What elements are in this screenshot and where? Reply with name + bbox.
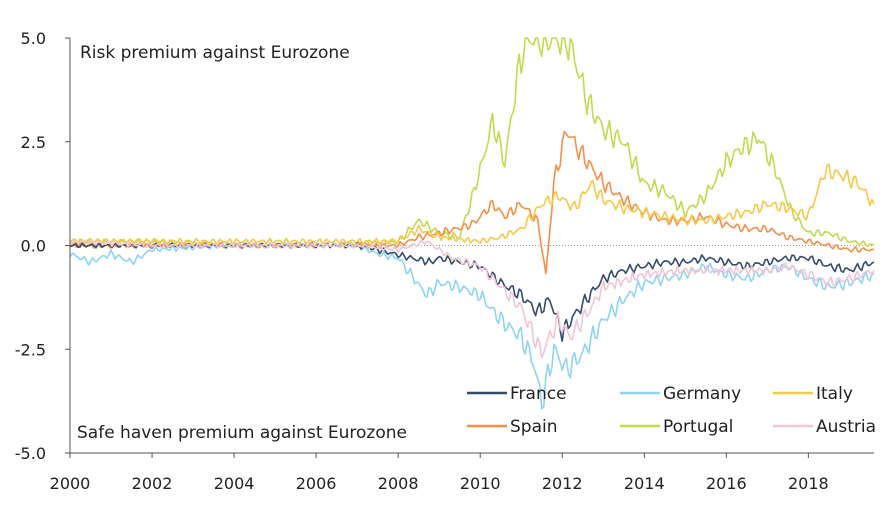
y-tick-label: -2.5 bbox=[15, 340, 46, 359]
x-tick-label: 2002 bbox=[132, 474, 173, 493]
x-tick-label: 2004 bbox=[214, 474, 255, 493]
x-tick-label: 2014 bbox=[624, 474, 665, 493]
legend-label: Italy bbox=[816, 384, 853, 404]
series-line-germany bbox=[69, 242, 875, 410]
legend-label: Portugal bbox=[663, 417, 733, 437]
legend: France Germany Italy Spain Portugal Austria bbox=[467, 384, 876, 437]
legend-label: France bbox=[510, 384, 567, 404]
x-tick-label: 2012 bbox=[542, 474, 583, 493]
legend-item-italy: Italy bbox=[773, 384, 853, 404]
annotation-bottom: Safe haven premium against Eurozone bbox=[77, 423, 407, 443]
legend-item-france: France bbox=[467, 384, 567, 404]
series-line-spain bbox=[69, 130, 875, 274]
x-tick-label: 2018 bbox=[788, 474, 829, 493]
legend-item-austria: Austria bbox=[773, 417, 876, 437]
legend-item-spain: Spain bbox=[467, 417, 558, 437]
legend-label: Germany bbox=[663, 384, 741, 404]
series-layer bbox=[69, 37, 875, 410]
annotation-top: Risk premium against Eurozone bbox=[80, 43, 350, 63]
y-tick-label: 2.5 bbox=[21, 133, 46, 152]
y-tick-label: 0.0 bbox=[21, 237, 46, 256]
x-tick-label: 2006 bbox=[296, 474, 337, 493]
legend-item-portugal: Portugal bbox=[620, 417, 733, 437]
y-tick-label: -5.0 bbox=[15, 444, 46, 463]
series-line-portugal bbox=[69, 37, 875, 249]
legend-item-germany: Germany bbox=[620, 384, 741, 404]
x-tick-label: 2016 bbox=[706, 474, 747, 493]
series-line-france bbox=[69, 241, 875, 342]
x-tick-label: 2000 bbox=[50, 474, 91, 493]
series-line-italy bbox=[69, 163, 875, 245]
legend-label: Austria bbox=[816, 417, 876, 437]
y-tick-label: 5.0 bbox=[21, 29, 46, 48]
x-tick-label: 2010 bbox=[460, 474, 501, 493]
x-tick-label: 2008 bbox=[378, 474, 419, 493]
legend-label: Spain bbox=[510, 417, 558, 437]
series-line-austria bbox=[69, 238, 875, 359]
